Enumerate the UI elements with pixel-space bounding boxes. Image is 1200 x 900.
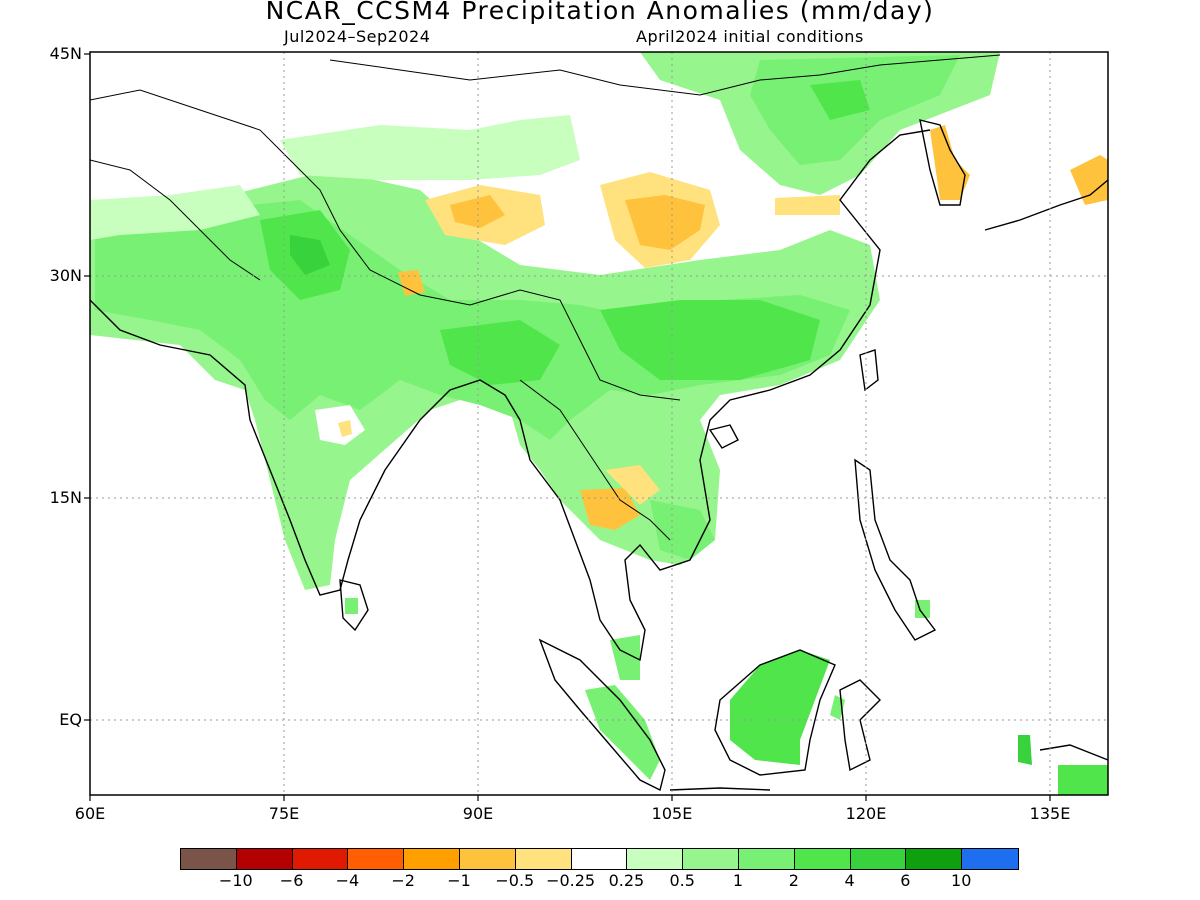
coast-luzon [854,458,937,641]
subtitle-period: Jul2024–Sep2024 [284,27,431,46]
anomaly-west-light [90,185,260,240]
anomaly-china-strong [600,300,820,380]
coast-korea [919,119,966,206]
colorbar-swatch [571,849,628,869]
colorbar-swatch [850,849,907,869]
colorbar-label: −10 [218,871,253,890]
colorbar-label: −4 [335,871,360,890]
lon-label-90e: 90E [462,804,494,823]
map-title: NCAR_CCSM4 Precipitation Anomalies (mm/d… [265,0,935,25]
colorbar-swatch [683,849,739,869]
country-borders [90,54,1001,541]
anomaly-central-asia [280,115,580,180]
colorbar-swatch [236,849,293,869]
colorbar-label: 2 [788,871,799,890]
anomaly-thailand-dry-outer [605,465,660,505]
colorbar-swatch [348,849,405,869]
anomaly-qinghai-dry-core [625,195,705,250]
colorbar-swatch [627,849,684,869]
coast-hainan [708,424,739,449]
coast-taiwan [859,349,879,392]
colorbar-label: 1 [732,871,744,890]
anomaly-new-guinea [1058,765,1108,795]
anomaly-tibet-dry-core [450,195,505,228]
anomaly-sri-lanka [345,598,358,614]
coast-java [669,787,771,791]
coast-arabian-india [90,129,931,662]
colorbar-swatch [181,849,237,869]
lon-label-105e: 105E [651,804,693,823]
colorbar-label: 0.5 [669,871,695,890]
coastlines [90,119,1108,792]
colorbar-label: −1 [447,871,471,890]
lon-label-135e: 135E [1029,804,1071,823]
anomaly-bengal-strong [440,320,560,385]
border-southeast-asia [519,379,671,541]
anomaly-himalaya-core [290,235,330,275]
anomaly-ne-china-dry [775,195,840,215]
colorbar-label: 4 [844,871,855,890]
anomaly-indochina [650,500,715,560]
coast-borneo [714,649,836,776]
colorbar-label: −6 [279,871,304,890]
gridlines [90,52,1108,795]
colorbar-swatch [794,849,851,869]
colorbar-swatch [515,849,572,869]
colorbar-swatch [404,849,460,869]
colorbar-label: 10 [951,871,972,890]
anomaly-sumatra [585,685,660,780]
colorbar [180,848,1019,870]
lon-label-75e: 75E [268,804,300,823]
lat-label-15n: 15N [49,488,82,507]
border-mongolia [329,54,1001,96]
coast-sumatra [538,638,666,792]
anomaly-shading [90,52,1108,795]
coast-new-guinea [1039,744,1108,761]
colorbar-swatch [962,849,1018,869]
border-west-asia [90,159,261,281]
lat-label-30n: 30N [49,266,82,285]
anomaly-mongolia-strong [810,80,870,120]
colorbar-label: −0.5 [495,871,535,890]
border-northern [90,89,681,401]
colorbar-swatch [459,849,516,869]
colorbar-label: −2 [391,871,415,890]
colorbar-label: 6 [900,871,911,890]
anomaly-korea-dry [930,125,970,200]
lon-label-60e: 60E [74,804,106,823]
colorbar-swatch [906,849,963,869]
lon-label-120e: 120E [845,804,887,823]
colorbar-label: 0.25 [608,871,645,890]
lat-label-eq: EQ [59,710,82,729]
anomaly-halmahera [1018,735,1032,765]
subtitle-initial-conditions: April2024 initial conditions [636,27,864,46]
anomaly-india-dry-spot [338,420,352,437]
lat-label-45n: 45N [49,44,82,63]
anomaly-borneo [730,650,830,765]
map-frame [89,51,1109,796]
anomaly-nepal-dry [398,270,425,296]
colorbar-swatch [292,849,349,869]
axis-ticks [84,53,1051,801]
colorbar-swatch [738,849,795,869]
coast-sulawesi [839,679,881,772]
colorbar-label: −0.25 [546,871,596,890]
coast-sri-lanka [339,579,369,632]
coast-japan [984,179,1108,231]
anomaly-japan-dry [1070,155,1108,205]
